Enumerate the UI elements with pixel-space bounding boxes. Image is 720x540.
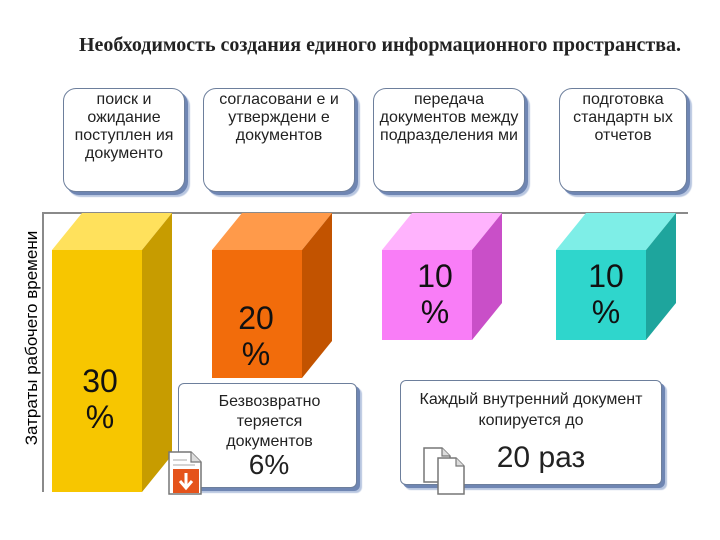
lost-documents-callout: Безвозвратно теряется документов 6% — [178, 383, 357, 488]
copies-callout: Каждый внутренний документ копируется до… — [400, 380, 662, 485]
copy-documents-icon — [420, 446, 472, 496]
copies-text: Каждый внутренний документ копируется до — [419, 391, 643, 429]
bar-approval — [212, 213, 332, 378]
category-label-search: поиск и ожидание поступлен ия документо — [63, 88, 185, 192]
category-label-reports: подготовка стандартн ых отчетов — [559, 88, 687, 192]
document-arrow-icon — [165, 450, 205, 496]
lost-documents-text: Безвозвратно теряется документов — [218, 393, 321, 450]
bar-search — [52, 213, 172, 492]
bar-reports — [556, 213, 676, 340]
bar-transfer — [382, 213, 502, 340]
page-title: Необходимость создания единого информаци… — [78, 34, 682, 56]
y-axis-line — [42, 212, 44, 492]
value-label-approval: 20 % — [238, 300, 274, 372]
lost-documents-value: 6% — [248, 449, 290, 480]
x-axis-line — [42, 212, 688, 214]
value-label-search: 30 % — [82, 363, 118, 435]
category-label-transfer: передача документов между подразделения … — [373, 88, 525, 192]
copies-value: 20 раз — [496, 441, 586, 474]
value-label-transfer: 10 % — [417, 258, 453, 330]
category-label-approval: согласовани е и утверждени е документов — [203, 88, 355, 192]
value-label-reports: 10 % — [588, 258, 624, 330]
